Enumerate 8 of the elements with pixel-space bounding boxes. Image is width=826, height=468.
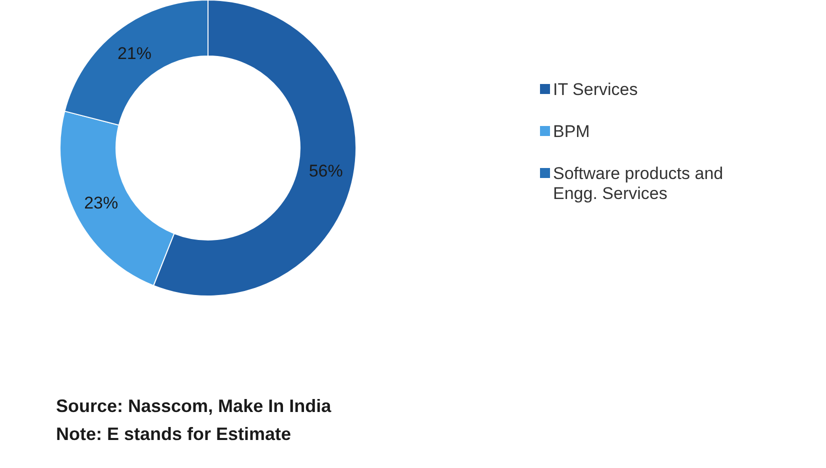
legend-label: Software products and Engg. Services	[553, 164, 724, 203]
data-label: 21%	[117, 44, 152, 64]
source-note: Source: Nasscom, Make In India	[56, 396, 332, 416]
data-label: 23%	[84, 193, 118, 212]
legend-label: IT Services	[553, 80, 638, 99]
legend-label: BPM	[553, 122, 590, 141]
data-label: 56%	[308, 161, 343, 180]
text: Note: E stands for Estimate	[56, 424, 292, 444]
